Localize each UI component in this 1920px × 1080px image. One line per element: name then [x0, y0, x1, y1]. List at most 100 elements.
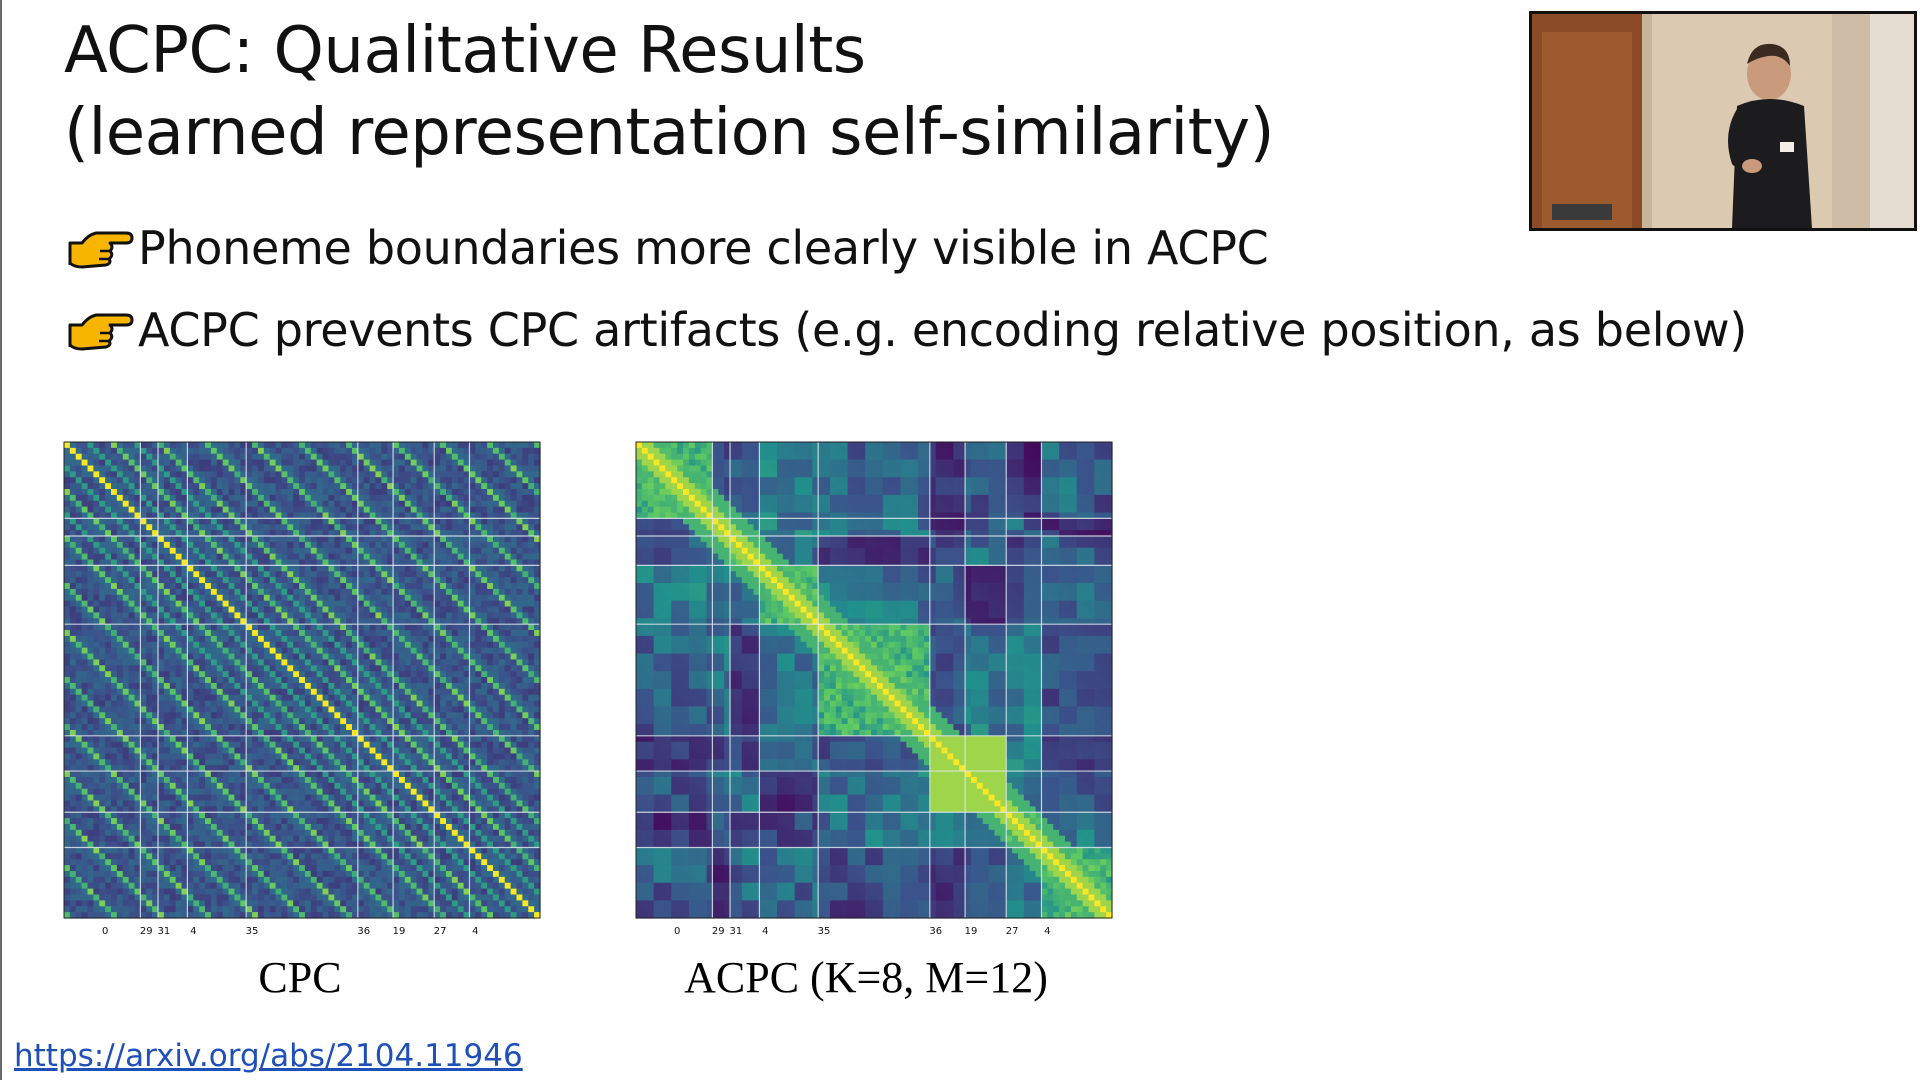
heatmap-cell	[375, 671, 382, 678]
heatmap-cell	[351, 671, 359, 678]
heatmap-cell	[257, 559, 265, 567]
heatmap-cell	[252, 559, 259, 567]
heatmap-cell	[487, 641, 494, 649]
heatmap-cell	[387, 559, 394, 567]
heatmap-cell	[475, 653, 482, 661]
heatmap-cell	[510, 600, 518, 608]
heatmap-cell	[75, 600, 83, 608]
heatmap-cell	[216, 800, 224, 807]
heatmap-cell	[81, 500, 89, 508]
heatmap-cell	[81, 536, 89, 543]
heatmap-cell	[504, 512, 512, 519]
heatmap-cell	[510, 553, 518, 561]
heatmap-cell	[210, 771, 218, 778]
heatmap-cell	[199, 788, 206, 796]
heatmap-cell	[193, 706, 200, 713]
heatmap-cell	[69, 600, 77, 608]
heatmap-cell	[463, 565, 471, 572]
heatmap-cell	[416, 635, 424, 643]
heatmap-cell	[328, 677, 335, 684]
heatmap-cell	[246, 776, 253, 784]
heatmap-cell	[434, 612, 441, 619]
heatmap-cell	[163, 518, 171, 525]
heatmap-cell	[158, 706, 165, 713]
heatmap-cell	[193, 524, 200, 531]
heatmap-cell	[504, 712, 512, 719]
heatmap-cell	[222, 518, 230, 525]
heatmap-cell	[475, 477, 482, 484]
heatmap-cell	[140, 447, 147, 455]
heatmap-cell	[187, 671, 194, 678]
heatmap-cell	[158, 483, 165, 490]
heatmap-cell	[369, 653, 377, 661]
heatmap-cell	[87, 541, 94, 549]
heatmap-cell	[199, 630, 206, 637]
heatmap-cell	[93, 741, 100, 749]
heatmap-cell	[169, 442, 177, 449]
heatmap-cell	[322, 677, 330, 684]
heatmap-cell	[457, 477, 465, 484]
heatmap-cell	[299, 489, 306, 496]
heatmap-cell	[69, 547, 77, 555]
heatmap-cell	[163, 641, 171, 649]
heatmap-cell	[322, 653, 330, 661]
heatmap-cell	[528, 541, 535, 549]
heatmap-cell	[146, 506, 153, 514]
heatmap-cell	[410, 700, 418, 708]
heatmap-cell	[187, 635, 194, 643]
heatmap-cell	[64, 547, 71, 555]
heatmap-cell	[475, 677, 482, 684]
heatmap-cell	[504, 577, 512, 584]
heatmap-cell	[322, 559, 330, 567]
heatmap-cell	[128, 794, 136, 802]
heatmap-cell	[328, 694, 335, 702]
heatmap-cell	[334, 729, 341, 737]
heatmap-cell	[193, 688, 200, 696]
heatmap-cell	[269, 659, 277, 666]
heatmap-cell	[169, 459, 177, 467]
heatmap-cell	[487, 512, 494, 519]
heatmap-cell	[257, 512, 265, 519]
heatmap-cell	[340, 536, 347, 543]
heatmap-cell	[246, 530, 253, 537]
heatmap-cell	[93, 671, 100, 678]
heatmap-cell	[210, 794, 218, 802]
heatmap-cell	[387, 794, 394, 802]
heatmap-cell	[87, 506, 94, 514]
heatmap-cell	[340, 706, 347, 713]
heatmap-cell	[75, 477, 83, 484]
heatmap-cell	[275, 653, 283, 661]
heatmap-cell	[111, 682, 118, 690]
heatmap-cell	[205, 671, 212, 678]
heatmap-cell	[99, 459, 106, 467]
heatmap-cell	[116, 447, 124, 455]
heatmap-cell	[240, 635, 247, 643]
heatmap-cell	[522, 700, 529, 708]
heatmap-cell	[81, 483, 89, 490]
heatmap-cell	[510, 724, 518, 731]
heatmap-cell	[252, 776, 259, 784]
heatmap-cell	[246, 747, 253, 755]
heatmap-cell	[222, 459, 230, 467]
heatmap-cell	[122, 800, 130, 807]
heatmap-cell	[404, 641, 412, 649]
cpc-heatmap: 002929313144353536361919272744	[63, 441, 541, 936]
heatmap-cell	[357, 524, 365, 531]
heatmap-cell	[140, 559, 147, 567]
heatmap-cell	[304, 524, 312, 531]
heatmap-cell	[322, 494, 330, 502]
heatmap-cell	[281, 647, 288, 655]
heatmap-cell	[469, 647, 476, 655]
heatmap-cell	[175, 606, 183, 614]
heatmap-cell	[199, 735, 206, 743]
heatmap-cell	[287, 618, 294, 625]
heatmap-cell	[440, 618, 447, 625]
heatmap-cell	[175, 788, 183, 796]
heatmap-cell	[304, 588, 312, 596]
heatmap-cell	[340, 700, 347, 708]
heatmap-cell	[287, 759, 294, 766]
heatmap-cell	[111, 512, 118, 519]
heatmap-cell	[75, 500, 83, 508]
heatmap-cell	[240, 577, 247, 584]
heatmap-cell	[299, 588, 306, 596]
